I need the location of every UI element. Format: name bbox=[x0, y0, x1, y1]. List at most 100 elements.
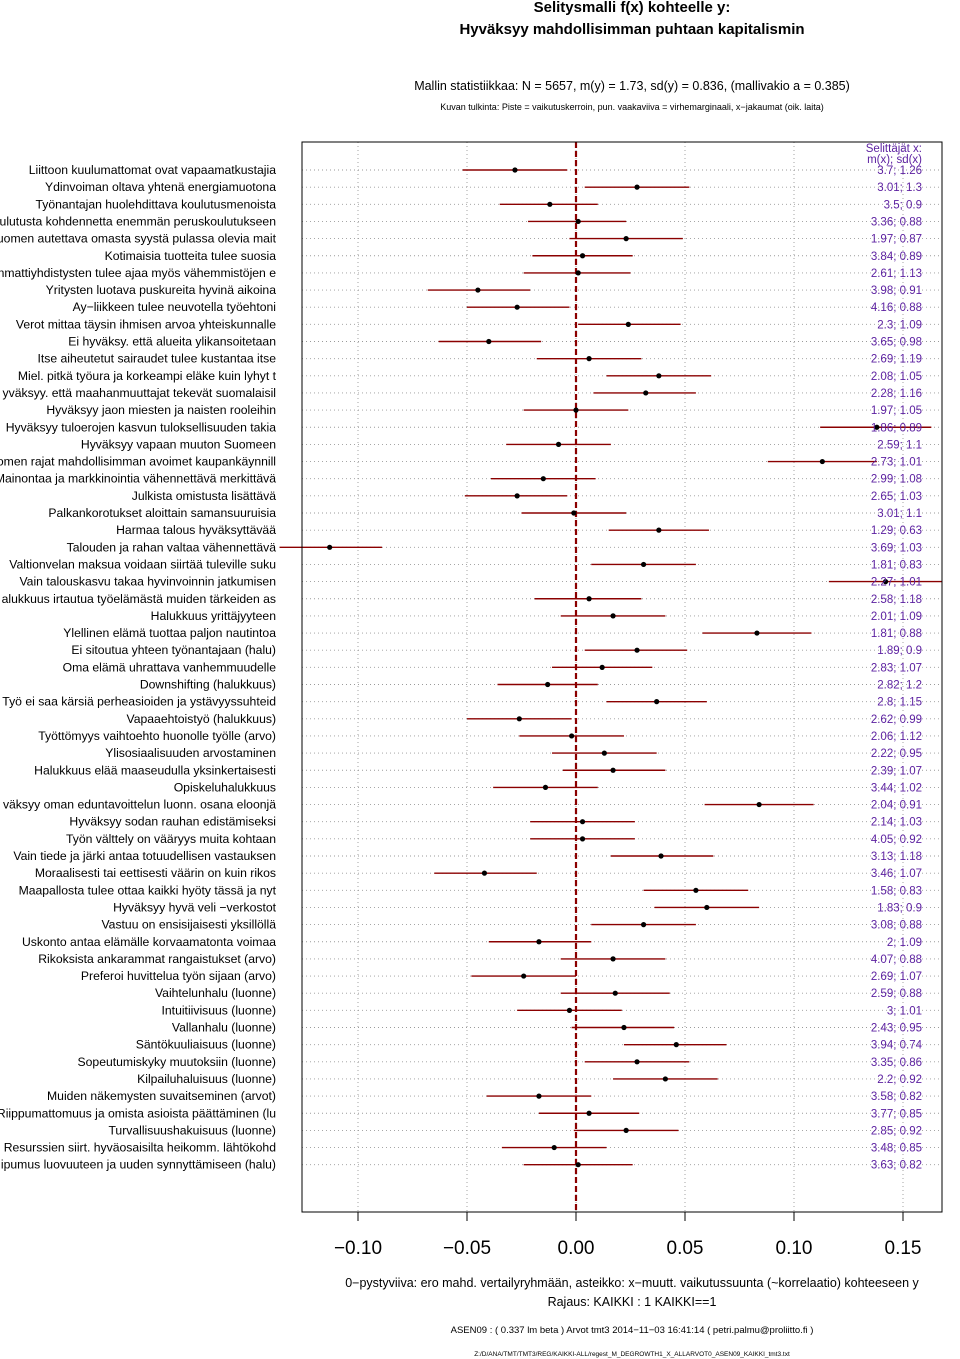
forest-rows: Liittoon kuulumattomat ovat vapaamatkust… bbox=[0, 163, 943, 1172]
row-label: Kilpailuhaluisuus (luonne) bbox=[137, 1072, 276, 1086]
row-stat-mean-sd: 2.39; 1.07 bbox=[871, 765, 922, 777]
row-label: Työttömyys vaihtoehto huonolle työlle (a… bbox=[38, 729, 276, 743]
row-label: Vain tiede ja järki antaa totuudellisen … bbox=[13, 849, 276, 863]
row-stat-mean-sd: 2.06; 1.12 bbox=[871, 731, 922, 743]
row-label: Itse aiheutetut sairaudet tulee kustanta… bbox=[38, 352, 277, 366]
row-stat-mean-sd: 2.14; 1.03 bbox=[871, 817, 922, 829]
row-stat-mean-sd: 3.35; 0.86 bbox=[871, 1057, 922, 1069]
point-estimate bbox=[575, 1162, 581, 1168]
point-estimate bbox=[634, 1059, 640, 1065]
row-label: Ei hyväksy. että alueita ylikansoitetaan bbox=[68, 335, 276, 349]
row-label: Miel. pitkä työura ja korkeampi eläke ku… bbox=[18, 369, 277, 383]
point-estimate bbox=[819, 458, 825, 465]
row-stat-mean-sd: 2.82; 1.2 bbox=[877, 680, 922, 692]
row-label: Mainontaa ja markkinointia vähennettävä … bbox=[0, 472, 276, 486]
x-tick-label: −0.10 bbox=[334, 1238, 382, 1259]
row-stat-mean-sd: 4.07; 0.88 bbox=[871, 954, 922, 966]
point-estimate bbox=[623, 236, 629, 242]
row-stat-mean-sd: 3.84; 0.89 bbox=[871, 251, 922, 263]
row-label: Halukkuus elää maaseudulla yksinkertaise… bbox=[34, 763, 276, 777]
row-label: Vaihtelunhalu (luonne) bbox=[155, 986, 276, 1000]
point-estimate bbox=[658, 853, 664, 859]
row-label: Muiden näkemysten suvaitseminen (arvot) bbox=[47, 1089, 276, 1103]
row-stat-mean-sd: 3.01; 1.1 bbox=[877, 508, 922, 520]
row-stat-mean-sd: 2; 1.09 bbox=[887, 937, 922, 949]
row-label: Julkista omistusta lisättävä bbox=[132, 489, 276, 503]
row-label: Uskonto antaa elämälle korvaamatonta voi… bbox=[22, 935, 276, 949]
row-stat-mean-sd: 2.62; 0.99 bbox=[871, 714, 922, 726]
point-estimate bbox=[640, 561, 647, 568]
point-estimate bbox=[874, 424, 880, 430]
row-stat-mean-sd: 2.8; 1.15 bbox=[877, 697, 922, 709]
row-stat-mean-sd: 3.7; 1.26 bbox=[877, 165, 922, 177]
row-stat-mean-sd: 2.59; 1.1 bbox=[877, 439, 922, 451]
row-label: Harmaa talous hyväksyttävää bbox=[116, 523, 276, 537]
row-label: Moraalisesti tai eettisesti väärin on ku… bbox=[35, 866, 276, 880]
row-stat-mean-sd: 4.16; 0.88 bbox=[871, 302, 922, 314]
row-stat-mean-sd: 2.3; 1.09 bbox=[877, 319, 922, 331]
row-label: Riippumattomuus ja omista asioista päätt… bbox=[0, 1106, 276, 1120]
row-label: ulutusta kohdennetta enemmän peruskoulut… bbox=[0, 214, 276, 228]
row-stat-mean-sd: 4.05; 0.92 bbox=[871, 834, 922, 846]
row-label: Hyväksyy hyvä veli −verkostot bbox=[113, 900, 277, 914]
row-stat-mean-sd: 3.46; 1.07 bbox=[871, 868, 922, 880]
x-tick-label: −0.05 bbox=[443, 1238, 491, 1259]
point-estimate bbox=[545, 681, 551, 688]
point-estimate bbox=[601, 750, 607, 756]
row-label: Preferoi huvittelua työn sijaan (arvo) bbox=[81, 969, 276, 983]
row-stat-mean-sd: 2.59; 0.88 bbox=[871, 988, 922, 1000]
point-estimate bbox=[656, 373, 662, 379]
point-estimate bbox=[481, 870, 488, 876]
row-stat-mean-sd: 2.43; 0.95 bbox=[871, 1023, 922, 1035]
row-label: Resurssien siirt. hyväosaisilta heikomm.… bbox=[4, 1141, 276, 1155]
point-estimate bbox=[610, 956, 616, 962]
point-estimate bbox=[621, 1024, 627, 1031]
row-stat-mean-sd: 3.5; 0.9 bbox=[884, 199, 922, 211]
row-label: Työ ei saa kärsiä perheasioiden ja ystäv… bbox=[2, 695, 276, 709]
point-estimate bbox=[475, 287, 481, 293]
row-stat-mean-sd: 3.01; 1.3 bbox=[877, 182, 922, 194]
point-estimate bbox=[623, 1127, 629, 1133]
row-label: Hyväksyy tuloerojen kasvun tuloksellisuu… bbox=[6, 420, 277, 434]
row-stat-mean-sd: 2.28; 1.16 bbox=[871, 388, 922, 400]
point-estimate bbox=[634, 647, 640, 653]
row-label: Halukkuus yrittäjyyteen bbox=[151, 609, 276, 623]
row-label: Hyväksyy sodan rauhan edistämiseksi bbox=[69, 815, 276, 829]
row-label: Rikoksista ankarammat rangaistukset (arv… bbox=[38, 952, 276, 966]
x-axis-label: 0−pystyviiva: ero mahd. vertailyryhmään,… bbox=[345, 1276, 919, 1290]
row-label: Vastuu on ensisijaisesti yksillöllä bbox=[101, 918, 276, 932]
point-estimate bbox=[640, 922, 647, 928]
row-stat-mean-sd: 1.89; 0.9 bbox=[877, 645, 922, 657]
row-label: nmattiyhdistysten tulee ajaa myös vähemm… bbox=[0, 266, 276, 280]
point-estimate bbox=[656, 527, 662, 533]
point-estimate bbox=[754, 630, 760, 636]
row-label: Kotimaisia tuotteita tulee suosia bbox=[105, 249, 277, 263]
point-estimate bbox=[566, 1007, 573, 1013]
point-estimate bbox=[512, 167, 518, 173]
row-label: Säntökuuliaisuus (luonne) bbox=[136, 1038, 276, 1052]
row-label: Maapallosta tulee ottaa kaikki hyöty täs… bbox=[19, 883, 277, 897]
point-estimate bbox=[586, 1110, 592, 1116]
row-stat-mean-sd: 1.83; 0.9 bbox=[877, 902, 922, 914]
footer-text: ASEN09 : ( 0.337 lm beta ) Arvot tmt3 20… bbox=[451, 1325, 814, 1336]
row-label: Vallanhalu (luonne) bbox=[172, 1021, 276, 1035]
x-tick-label: 0.10 bbox=[776, 1238, 813, 1259]
row-stat-mean-sd: 2.04; 0.91 bbox=[871, 800, 922, 812]
point-estimate bbox=[573, 407, 579, 413]
restriction-text: Rajaus: KAIKKI : 1 KAIKKI==1 bbox=[548, 1295, 717, 1309]
point-estimate bbox=[551, 1144, 557, 1151]
chart-title-line1: Selitysmalli f(x) kohteelle y: bbox=[534, 0, 731, 16]
row-label: Vain talouskasvu takaa hyvinvoinnin jatk… bbox=[19, 575, 276, 589]
row-stat-mean-sd: 2.08; 1.05 bbox=[871, 371, 922, 383]
x-axis: −0.10 −0.05 0.00 0.05 0.10 0.15 bbox=[334, 1211, 921, 1259]
point-estimate bbox=[612, 990, 618, 996]
right-header-line1: Selittäjät x: bbox=[866, 143, 922, 155]
x-tick-label: 0.05 bbox=[667, 1238, 704, 1259]
row-stat-mean-sd: 1.81; 0.88 bbox=[871, 628, 922, 640]
point-estimate bbox=[575, 218, 581, 225]
point-estimate bbox=[625, 321, 631, 327]
row-stat-mean-sd: 2.99; 1.08 bbox=[871, 474, 922, 486]
row-stat-mean-sd: 2.61; 1.13 bbox=[871, 268, 922, 280]
point-estimate bbox=[673, 1042, 679, 1048]
row-label: Verot mittaa täysin ihmisen arvoa yhteis… bbox=[16, 317, 276, 331]
